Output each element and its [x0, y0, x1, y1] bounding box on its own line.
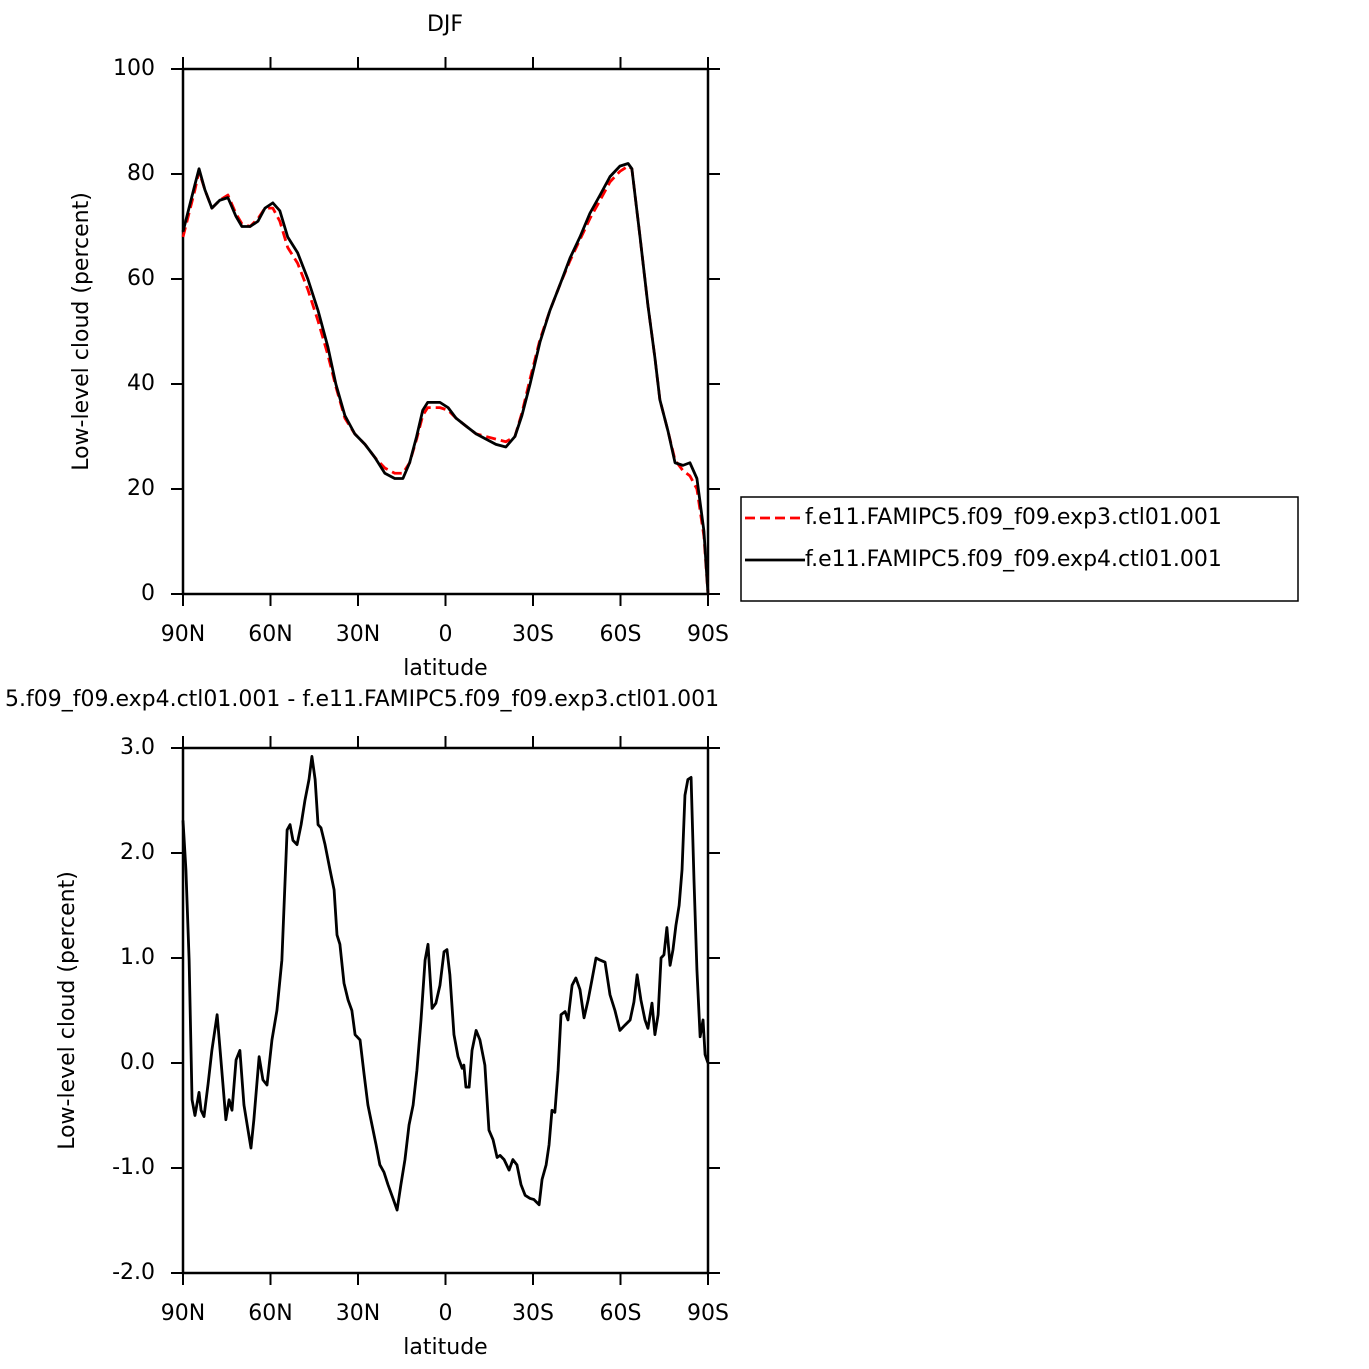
y-tick-label: 60	[127, 266, 155, 291]
plot-frame	[181, 67, 710, 596]
x-axis-label: latitude	[403, 656, 487, 681]
legend-box	[740, 496, 1299, 602]
y-tick-label: 80	[127, 161, 155, 186]
chart-title: 5.f09_f09.exp4.ctl01.001 - f.e11.FAMIPC5…	[5, 687, 719, 712]
y-axis-label: Low-level cloud (percent)	[69, 192, 94, 471]
y-tick-label: 2.0	[120, 840, 155, 865]
x-tick-label: 30N	[336, 1301, 380, 1326]
data-line	[181, 755, 710, 1212]
x-tick-label: 30S	[512, 1301, 554, 1326]
x-tick-label: 90N	[161, 1301, 205, 1326]
x-tick-label: 0	[439, 1301, 453, 1326]
x-tick-label: 30N	[336, 622, 380, 647]
x-tick-label: 90S	[687, 1301, 729, 1326]
y-tick-label: 0	[141, 581, 155, 606]
y-tick-label: -2.0	[112, 1260, 155, 1285]
x-tick-label: 60N	[248, 1301, 292, 1326]
x-tick-label: 90S	[687, 622, 729, 647]
y-axis-label: Low-level cloud (percent)	[55, 871, 80, 1150]
chart-title: DJF	[427, 12, 463, 37]
legend-label: f.e11.FAMIPC5.f09_f09.exp3.ctl01.001	[805, 505, 1222, 530]
x-tick-label: 60S	[600, 1301, 642, 1326]
y-tick-label: 40	[127, 371, 155, 396]
x-tick-label: 30S	[512, 622, 554, 647]
data-line	[181, 162, 710, 595]
x-tick-label: 60S	[600, 622, 642, 647]
x-tick-label: 60N	[248, 622, 292, 647]
x-axis-label: latitude	[403, 1335, 487, 1360]
legend-label: f.e11.FAMIPC5.f09_f09.exp4.ctl01.001	[805, 547, 1222, 572]
y-tick-label: 100	[113, 56, 155, 81]
x-tick-label: 90N	[161, 622, 205, 647]
y-tick-label: 1.0	[120, 945, 155, 970]
data-line	[181, 164, 710, 595]
y-tick-label: 0.0	[120, 1050, 155, 1075]
plot-frame	[181, 746, 710, 1275]
y-tick-label: 3.0	[120, 735, 155, 760]
x-tick-label: 0	[439, 622, 453, 647]
y-tick-label: -1.0	[112, 1155, 155, 1180]
y-tick-label: 20	[127, 476, 155, 501]
